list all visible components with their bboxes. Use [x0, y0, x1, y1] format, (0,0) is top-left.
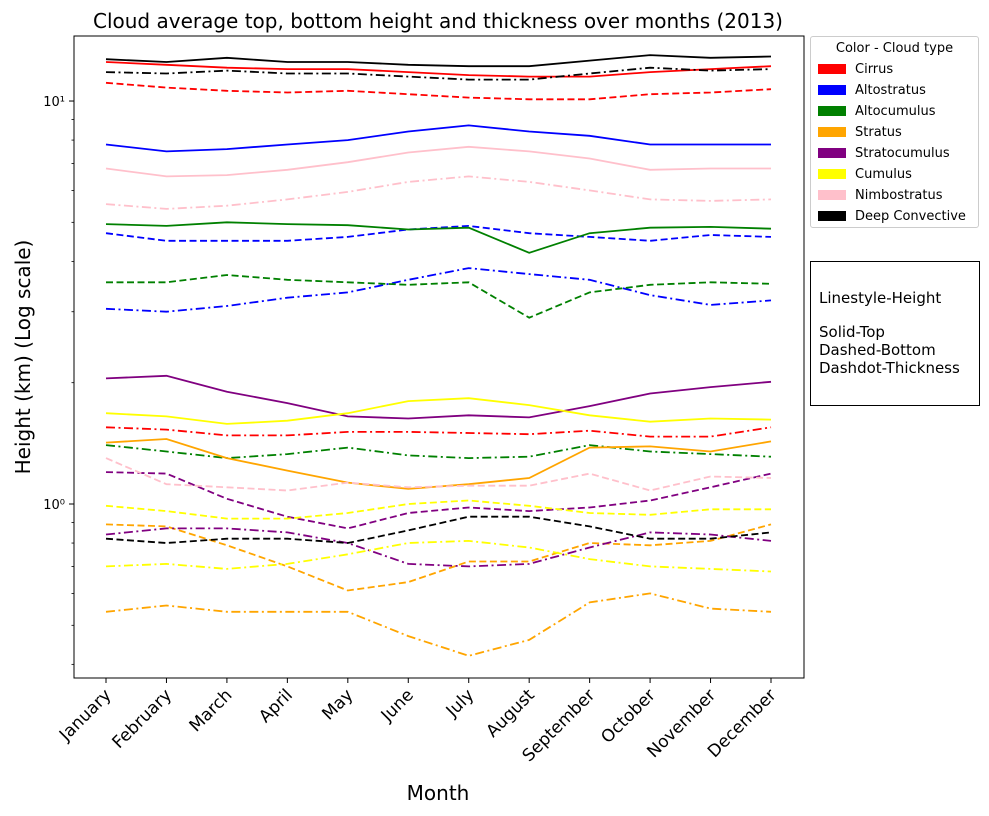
y-axis-label: Height (km) (Log scale) — [11, 240, 35, 475]
series-line-cirrus-thickness — [105, 426, 772, 438]
series-line-nimbostratus-bottom — [105, 457, 772, 492]
legend-label: Cumulus — [855, 166, 912, 182]
legend-swatch — [818, 85, 846, 95]
legend-swatch — [818, 64, 846, 74]
series-line-deep-convective-thickness — [105, 66, 772, 81]
annotation-line-solid: Solid-Top — [819, 323, 885, 341]
x-tick-label-june: June — [377, 685, 418, 726]
annotation-line-heading: Linestyle-Height — [819, 289, 942, 307]
series-line-altocumulus-top — [105, 221, 772, 254]
legend-label: Deep Convective — [855, 208, 966, 224]
series-line-stratocumulus-thickness — [105, 527, 772, 568]
x-tick-label-march: March — [186, 685, 237, 736]
series-line-cumulus-top — [105, 397, 772, 425]
legend-item-altocumulus: Altocumulus — [818, 103, 935, 119]
legend-item-cirrus: Cirrus — [818, 61, 893, 77]
series-line-cirrus-bottom — [105, 81, 772, 101]
legend-item-nimbostratus: Nimbostratus — [818, 187, 943, 203]
legend-label: Stratocumulus — [855, 145, 950, 161]
legend-label: Nimbostratus — [855, 187, 943, 203]
series-line-nimbostratus-thickness — [105, 175, 772, 210]
x-tick-label-april: April — [255, 685, 297, 727]
series-line-stratus-thickness — [105, 592, 772, 657]
legend-swatch — [818, 190, 846, 200]
legend: Color - Cloud type Cirrus Altostratus Alto… — [810, 36, 979, 228]
series-line-deep-convective-bottom — [105, 515, 772, 544]
series-line-deep-convective-top — [105, 54, 772, 68]
series-line-altostratus-top — [105, 124, 771, 153]
x-tick-label-august: August — [483, 685, 539, 741]
series-line-altostratus-thickness — [105, 267, 772, 313]
x-tick-label-january: January — [55, 685, 115, 745]
legend-item-cumulus: Cumulus — [818, 166, 912, 182]
legend-label: Altostratus — [855, 82, 926, 98]
legend-label: Cirrus — [855, 61, 894, 77]
x-tick-label-may: May — [318, 685, 357, 724]
legend-label: Stratus — [855, 124, 902, 140]
legend-swatch — [818, 148, 846, 158]
annotation-line-dashdot: Dashdot-Thickness — [819, 359, 960, 377]
series-line-nimbostratus-top — [105, 145, 771, 178]
legend-swatch — [818, 211, 846, 221]
x-tick-label-july: July — [442, 685, 478, 721]
legend-label: Altocumulus — [855, 103, 936, 119]
linestyle-annotation: Linestyle-Height Solid-Top Dashed-Bottom… — [810, 261, 980, 406]
series-line-cumulus-bottom — [105, 499, 771, 520]
series-line-altostratus-bottom — [105, 224, 772, 242]
series-line-cirrus-top — [105, 61, 772, 78]
series-line-altocumulus-bottom — [106, 274, 772, 319]
legend-swatch — [818, 169, 846, 179]
annotation-line-dashed: Dashed-Bottom — [819, 341, 936, 359]
chart-title: Cloud average top, bottom height and thi… — [93, 9, 783, 33]
legend-item-deep-convective: Deep Convective — [818, 208, 966, 224]
x-axis-label: Month — [407, 781, 470, 805]
y-tick-label: 10¹ — [43, 95, 65, 110]
series-line-altocumulus-thickness — [105, 444, 772, 460]
legend-item-altostratus: Altostratus — [818, 82, 926, 98]
plot-frame — [73, 35, 805, 679]
series-line-stratocumulus-top — [105, 374, 772, 420]
legend-title: Color - Cloud type — [835, 41, 954, 56]
legend-swatch — [818, 127, 846, 137]
plot-area — [74, 36, 804, 678]
x-tick-label-october: October — [597, 685, 659, 747]
series-line-stratus-bottom — [105, 523, 772, 592]
x-tick-label-february: February — [109, 685, 176, 752]
legend-item-stratocumulus: Stratocumulus — [818, 145, 950, 161]
y-tick-label: 10⁰ — [43, 498, 65, 513]
legend-item-stratus: Stratus — [818, 124, 902, 140]
series-line-cumulus-thickness — [105, 539, 772, 573]
legend-swatch — [818, 106, 846, 116]
